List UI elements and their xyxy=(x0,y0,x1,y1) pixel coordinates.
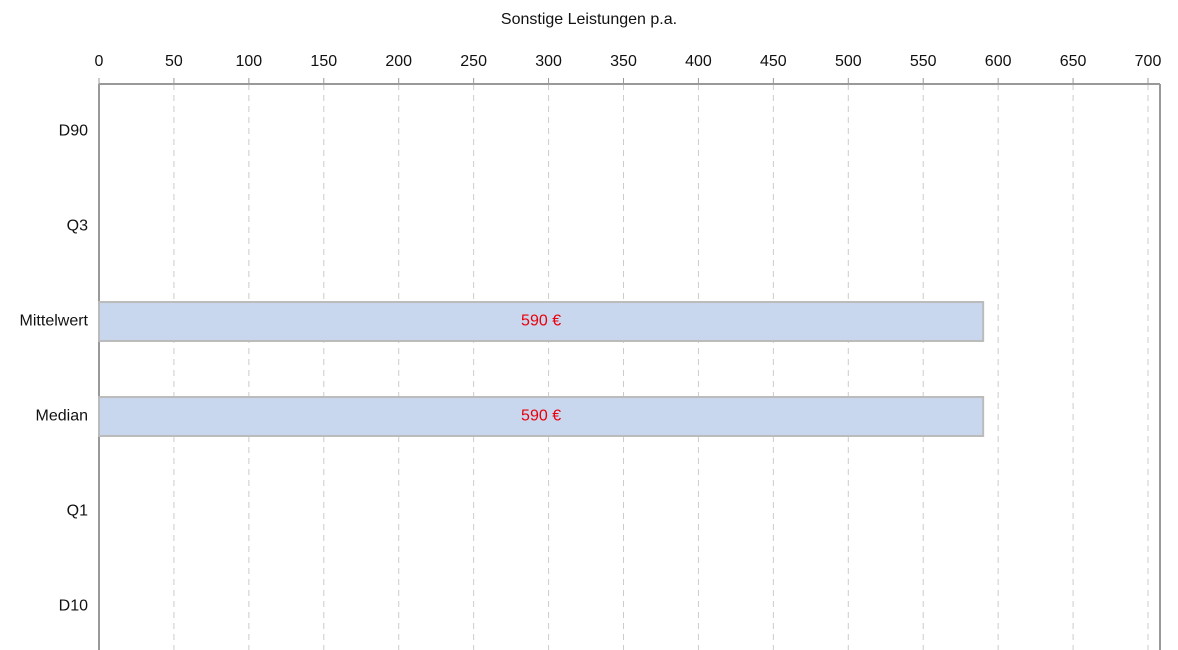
x-tick-label: 600 xyxy=(985,53,1012,70)
value-label: 590 € xyxy=(521,313,561,330)
x-tick-label: 100 xyxy=(236,53,263,70)
x-tick-label: 300 xyxy=(535,53,562,70)
x-tick-label: 400 xyxy=(685,53,712,70)
y-tick-label: Mittelwert xyxy=(20,313,89,330)
x-tick-label: 0 xyxy=(95,53,104,70)
y-tick-label: D10 xyxy=(59,598,88,615)
bar xyxy=(98,396,985,437)
x-tick-label: 500 xyxy=(835,53,862,70)
y-tick-label: Q1 xyxy=(67,503,88,520)
x-tick-label: 350 xyxy=(610,53,637,70)
y-tick-label: Median xyxy=(36,408,88,425)
x-tick-label: 200 xyxy=(385,53,412,70)
value-label: 590 € xyxy=(521,408,561,425)
x-tick-label: 250 xyxy=(460,53,487,70)
x-tick-label: 50 xyxy=(165,53,183,70)
x-tick-label: 450 xyxy=(760,53,787,70)
x-tick-label: 700 xyxy=(1135,53,1162,70)
x-tick-label: 650 xyxy=(1060,53,1087,70)
y-tick-label: D90 xyxy=(59,123,88,140)
x-tick-label: 150 xyxy=(310,53,337,70)
bar xyxy=(98,301,985,342)
x-tick-label: 550 xyxy=(910,53,937,70)
chart-title: Sonstige Leistungen p.a. xyxy=(501,11,677,28)
y-tick-label: Q3 xyxy=(67,218,88,235)
